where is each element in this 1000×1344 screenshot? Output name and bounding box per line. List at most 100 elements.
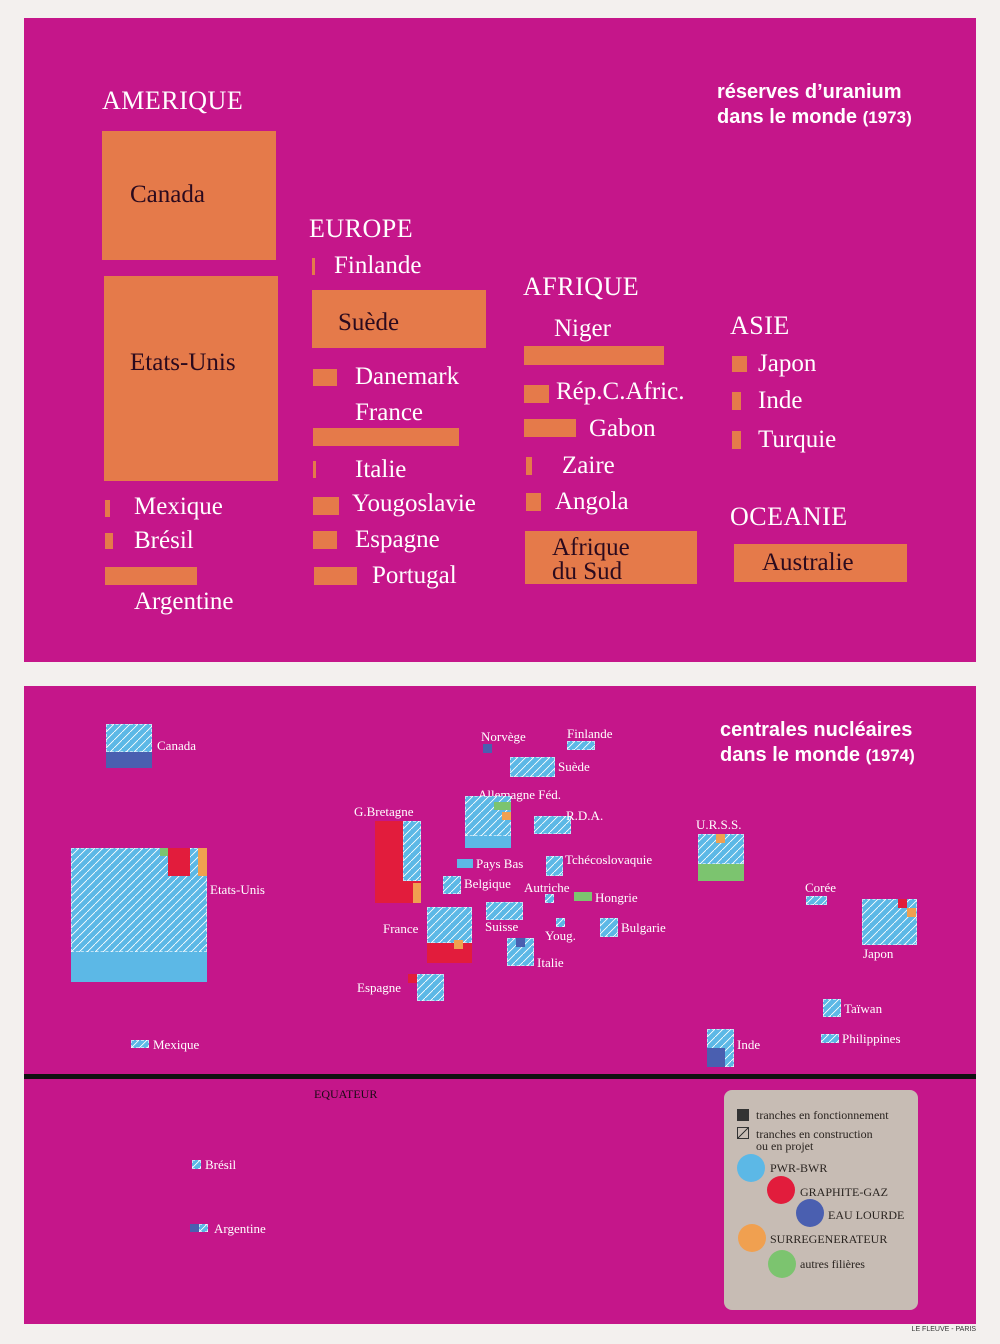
label-france: France (383, 921, 419, 936)
bar-danemark (313, 369, 337, 386)
block-taiwan (823, 999, 841, 1017)
label-bresil: Brésil (134, 527, 194, 554)
block-bresil (192, 1160, 201, 1169)
label-pays-bas: Pays Bas (476, 856, 524, 871)
block-canada-construction (106, 724, 152, 752)
legend-graphite-gaz-dot (767, 1176, 795, 1204)
bar-rep-c-afric (524, 385, 549, 403)
bar-argentine (105, 567, 197, 585)
bar-afrique-du-sud (525, 531, 697, 584)
uranium-title-line1: réserves d’uranium (717, 81, 902, 103)
label-etats-unis: Etats-Unis (210, 882, 265, 897)
continent-asie: ASIE (730, 311, 790, 340)
block-belgique (443, 876, 461, 894)
label-mexique: Mexique (153, 1037, 200, 1052)
legend-operating-swatch (737, 1109, 749, 1121)
block-japon-fast-breeder (907, 908, 916, 917)
block-usa-fast-breeder (198, 848, 207, 876)
bar-bresil (105, 533, 113, 549)
nuclear-plants-panel: centrales nucléaires dans le monde (1974… (24, 686, 976, 1324)
label-urss: U.R.S.S. (696, 817, 742, 832)
block-japon-graphite (898, 899, 907, 908)
block-france-construction (427, 907, 472, 943)
continent-afrique: AFRIQUE (523, 272, 640, 301)
publisher-credit: LE FLEUVE - PARIS (911, 1326, 976, 1333)
nuclear-title-line2: dans le monde (720, 744, 861, 766)
bar-espagne (313, 531, 337, 549)
label-etats-unis: Etats-Unis (130, 349, 236, 376)
legend-surregenerateur-label: SURREGENERATEUR (770, 1232, 888, 1246)
block-allemagne-other (494, 802, 511, 810)
legend-construction-label-1: tranches en construction (756, 1127, 873, 1141)
label-italie: Italie (355, 456, 407, 483)
label-rda: R.D.A. (566, 808, 604, 823)
bar-angola (526, 493, 541, 511)
label-tchecoslovaquie: Tchécoslovaquie (565, 852, 653, 867)
label-finlande: Finlande (567, 726, 613, 741)
block-youg (556, 918, 565, 927)
label-hongrie: Hongrie (595, 890, 638, 905)
block-france-graphite (427, 943, 472, 963)
uranium-title: réserves d’uranium dans le monde (1973) (717, 80, 912, 130)
block-urss-other (698, 864, 744, 881)
label-france: France (355, 399, 424, 426)
nuclear-title-line1: centrales nucléaires (720, 719, 913, 741)
block-norvege (483, 744, 492, 753)
label-turquie: Turquie (758, 426, 837, 453)
label-danemark: Danemark (355, 363, 460, 390)
label-g-bretagne: G.Bretagne (354, 804, 414, 819)
block-suede (510, 757, 555, 777)
label-japon: Japon (863, 946, 894, 961)
block-hongrie (574, 892, 592, 901)
bar-australie (734, 544, 907, 582)
block-bulgarie (600, 918, 618, 937)
bar-gabon (524, 419, 576, 437)
label-rep-c-afric: Rép.C.Afric. (556, 378, 685, 405)
bar-zaire (526, 457, 532, 475)
bar-france (313, 428, 459, 446)
label-afrique-du-sud: Afrique du Sud (552, 534, 630, 584)
block-espagne-graphite (408, 974, 417, 983)
label-suede: Suède (558, 759, 590, 774)
block-espagne-construction (417, 974, 444, 1001)
label-canada: Canada (130, 181, 205, 208)
label-mexique: Mexique (134, 493, 223, 520)
block-rda (534, 816, 571, 834)
label-philippines: Philippines (842, 1031, 901, 1046)
label-finlande: Finlande (334, 252, 422, 279)
block-usa-construction (71, 848, 207, 952)
block-france-fast-breeder (454, 940, 463, 949)
legend: tranches en fonctionnement tranches en c… (724, 1090, 918, 1310)
block-argentine-construction (199, 1224, 208, 1232)
bar-finlande (312, 258, 315, 275)
bar-portugal (314, 567, 357, 585)
label-bulgarie: Bulgarie (621, 920, 666, 935)
legend-eau-lourde-dot (796, 1199, 824, 1227)
block-italie (507, 938, 534, 966)
legend-construction-swatch (737, 1127, 749, 1139)
block-gb-construction (403, 821, 421, 881)
block-pays-bas (457, 859, 473, 868)
bar-turquie (732, 431, 741, 449)
bar-niger (524, 346, 664, 365)
label-zaire: Zaire (562, 452, 615, 479)
equator-label: EQUATEUR (314, 1087, 378, 1101)
legend-construction-label-2: ou en projet (756, 1139, 814, 1153)
block-japon-construction (862, 899, 917, 945)
legend-pwr-bwr-label: PWR-BWR (770, 1161, 828, 1175)
block-coree (806, 896, 827, 905)
block-tchecoslovaquie (546, 856, 563, 876)
label-espagne: Espagne (357, 980, 402, 995)
continent-amerique: AMERIQUE (102, 86, 244, 115)
label-norvege: Norvège (481, 729, 526, 744)
uranium-title-year: (1973) (862, 108, 912, 127)
label-gabon: Gabon (589, 415, 656, 442)
block-canada-operating (106, 752, 152, 768)
bar-yougoslavie (313, 497, 339, 515)
block-philippines (821, 1034, 839, 1043)
legend-pwr-bwr-dot (737, 1154, 765, 1182)
label-inde: Inde (758, 387, 803, 414)
label-espagne: Espagne (355, 526, 440, 553)
block-finlande (567, 741, 595, 750)
label-afrique-du-sud-line1: Afrique (552, 534, 630, 561)
